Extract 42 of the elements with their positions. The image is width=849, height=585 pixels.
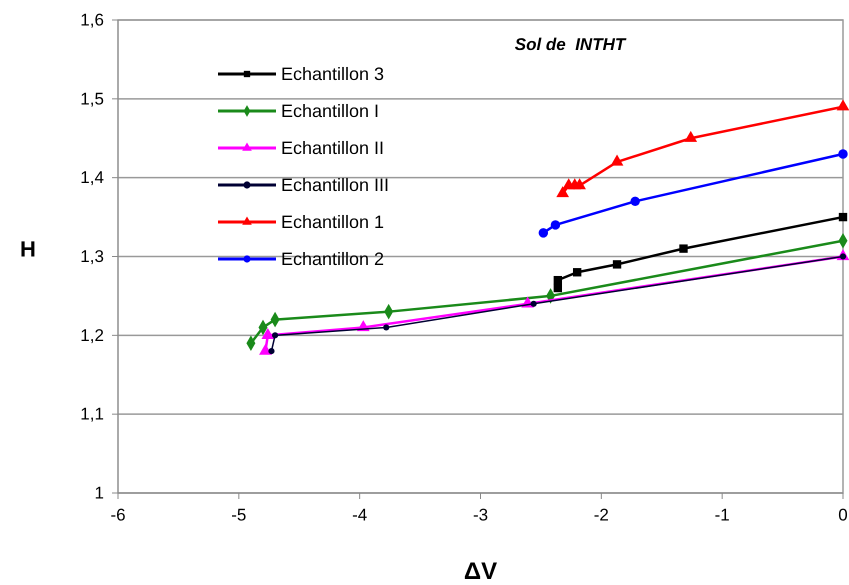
x-tick-label: -6 <box>110 506 126 525</box>
x-tick-label: -2 <box>594 506 609 525</box>
point <box>610 154 624 166</box>
point <box>573 178 586 190</box>
y-tick-label: 1,1 <box>80 404 104 424</box>
x-tick-label: -5 <box>231 506 246 525</box>
y-axis-title: H <box>20 236 36 262</box>
point <box>530 300 537 307</box>
legend-label: Echantillon 3 <box>281 64 384 84</box>
point <box>572 268 582 276</box>
legend-label: Echantillon II <box>281 138 384 158</box>
point <box>272 332 278 338</box>
point <box>268 348 275 354</box>
y-tick-label: 1,2 <box>80 326 104 345</box>
point <box>538 228 548 238</box>
y-tick-label: 1,3 <box>80 246 104 266</box>
point <box>612 260 622 269</box>
point <box>838 212 848 222</box>
x-axis-title: ΔV <box>464 558 498 585</box>
point <box>554 284 562 292</box>
x-tick-label: -1 <box>714 506 730 525</box>
y-tick-label: 1,5 <box>80 89 104 108</box>
point <box>679 244 688 253</box>
y-tick-label: 1,6 <box>80 10 104 30</box>
text: Sol de INTHT <box>514 35 627 54</box>
point <box>554 276 562 284</box>
x-tick-label: 0 <box>838 506 848 525</box>
legend-label: Echantillon 2 <box>281 249 384 269</box>
y-tick-label: 1 <box>94 483 104 502</box>
legend-label: Echantillon I <box>281 101 380 121</box>
point <box>684 130 698 142</box>
legend-label: Echantillon 1 <box>281 212 384 232</box>
point <box>630 196 640 206</box>
legend-label: Echantillon III <box>281 175 390 195</box>
x-tick-label: -3 <box>472 506 488 525</box>
point <box>838 149 848 159</box>
point <box>556 186 570 198</box>
point <box>550 220 560 230</box>
y-tick-label: 1,4 <box>80 168 104 188</box>
point <box>836 99 849 110</box>
point <box>383 324 390 331</box>
x-tick-label: -4 <box>352 506 368 525</box>
